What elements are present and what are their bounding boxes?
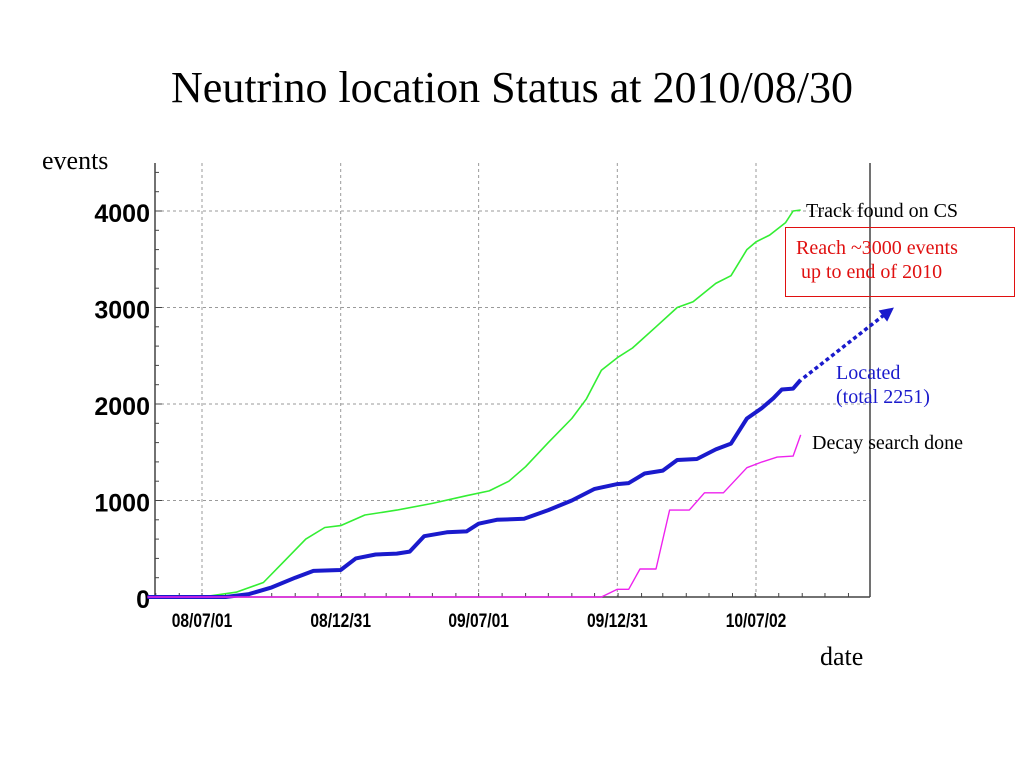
located-label-line-1: Located [836,362,901,384]
grid-layer [155,163,870,597]
slide-title: Neutrino location Status at 2010/08/30 [171,63,853,112]
series-located-line [147,378,803,599]
y-tick-label: 2000 [94,393,150,421]
y-tick-label: 4000 [94,200,150,228]
series-decay-line [147,434,802,598]
projection-callout: Reach ~3000 events up to end of 2010 [785,227,1015,297]
x-axis-label: date [820,642,864,671]
series-layer [147,209,894,599]
series-label-located: Located (total 2251) [836,361,930,409]
callout-line-1: Reach ~3000 events [796,237,958,259]
x-tick-label: 10/07/02 [726,610,787,632]
axis-layer [154,163,871,598]
callout-line-2: up to end of 2010 [801,261,943,283]
y-axis-label: events [42,146,109,175]
x-tick-label: 09/07/01 [448,610,509,632]
projection-arrow-head [878,307,894,322]
tick-label-layer: 0 1000 2000 3000 4000 08/07/01 08/12/31 09/07/0… [94,200,786,631]
x-tick-label: 09/12/31 [587,610,648,632]
x-tick-label: 08/12/31 [310,610,371,632]
y-tick-label: 1000 [94,490,150,518]
series-track-line [147,209,801,598]
series-label-decay: Decay search done [812,432,964,454]
series-label-track: Track found on CS [806,200,959,222]
projection-arrow-line [802,312,888,380]
y-tick-label: 3000 [94,297,150,325]
y-tick-label: 0 [136,586,150,614]
located-label-line-2: (total 2251) [836,386,930,408]
x-tick-label: 08/07/01 [172,610,233,632]
